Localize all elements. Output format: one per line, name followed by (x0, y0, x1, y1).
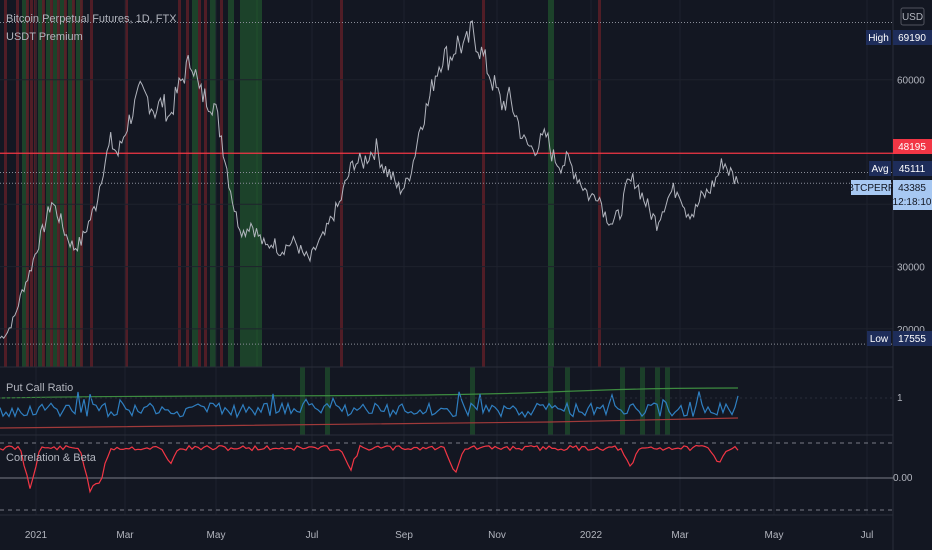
high-tag-value: 69190 (898, 33, 926, 44)
green-band (53, 0, 59, 367)
red-band (220, 0, 223, 367)
time-tick-label: 2021 (25, 530, 48, 541)
price-series[interactable] (0, 20, 739, 339)
currency-box[interactable] (900, 7, 925, 26)
symbol-title[interactable]: Bitcoin Perpetual Futures, 1D, FTX (6, 13, 177, 25)
pcr-pane-label[interactable]: Put Call Ratio (6, 382, 73, 394)
correlation-line[interactable] (0, 444, 739, 494)
pcr-line[interactable] (0, 391, 739, 419)
red-band (57, 0, 60, 367)
low-tag-label: Low (870, 334, 889, 345)
low-tag-value: 17555 (898, 334, 926, 345)
time-tick-label: Mar (671, 530, 689, 541)
correlation-series[interactable] (0, 444, 739, 494)
pcr-upper-band (0, 387, 739, 399)
red-band (16, 0, 19, 367)
pcr-lower-band (0, 417, 739, 429)
corr-axis-tick: 0.00 (893, 473, 913, 484)
time-tick-label: Jul (861, 530, 874, 541)
pcr-green-band (325, 367, 330, 435)
pcr-axis-tick: 1 (897, 393, 903, 404)
red-level-value: 48195 (898, 142, 926, 153)
high-tag-label: High (868, 33, 889, 44)
time-tick-label: Mar (116, 530, 134, 541)
corr-pane-label[interactable]: Correlation & Beta (6, 452, 97, 464)
symbol-tag-value: 43385 (898, 183, 926, 194)
red-band (30, 0, 33, 367)
indicator-label[interactable]: USDT Premium (6, 31, 83, 43)
pcr-green-band (665, 367, 670, 435)
pcr-green-band (655, 367, 660, 435)
red-band (178, 0, 181, 367)
time-tick-label: Nov (488, 530, 506, 541)
pcr-green-band (470, 367, 475, 435)
pcr-signal-bands (300, 367, 670, 435)
price-tick-label: 20000 (897, 325, 925, 336)
pcr-green-band (640, 367, 645, 435)
green-band (38, 0, 44, 367)
put-call-ratio-series[interactable] (0, 387, 739, 429)
red-band (340, 0, 343, 367)
avg-tag-value: 45111 (899, 164, 926, 175)
red-band (598, 0, 601, 367)
green-band (548, 0, 554, 367)
pcr-green-band (620, 367, 625, 435)
pcr-green-band (565, 367, 570, 435)
price-tick-label: 60000 (897, 76, 925, 87)
price-line[interactable] (0, 20, 739, 339)
red-band (198, 0, 201, 367)
currency-label: USD (902, 12, 923, 23)
green-band (68, 0, 74, 367)
time-axis-labels[interactable]: 2021 Mar May Jul Sep Nov 2022 Mar May Jul (25, 530, 874, 541)
symbol-tag: BTCPERP 43385 12:18:10 (847, 180, 932, 210)
pcr-green-band (548, 367, 553, 435)
avg-tag-label: Avg (871, 164, 888, 175)
red-band (64, 0, 67, 367)
time-tick-label: May (207, 530, 226, 541)
avg-tag: Avg 45111 (869, 161, 932, 176)
grid-lines (0, 0, 893, 515)
red-band (72, 0, 75, 367)
time-tick-label: Sep (395, 530, 413, 541)
low-tag: Low 17555 (867, 331, 932, 346)
red-band (204, 0, 207, 367)
price-tick-label: 30000 (897, 263, 925, 274)
time-tick-label: Jul (306, 530, 319, 541)
red-band (4, 0, 7, 367)
red-band (42, 0, 45, 367)
symbol-tag-countdown: 12:18:10 (893, 197, 932, 208)
price-axis-labels[interactable]: 20000 30000 60000 (897, 76, 925, 336)
pcr-green-band (300, 367, 305, 435)
symbol-tag-label: BTCPERP (847, 183, 895, 194)
red-band (90, 0, 93, 367)
time-tick-label: May (765, 530, 784, 541)
time-tick-label: 2022 (580, 530, 603, 541)
red-level-tag: 48195 (893, 139, 932, 154)
red-band (186, 0, 189, 367)
high-tag: High 69190 (866, 30, 932, 45)
